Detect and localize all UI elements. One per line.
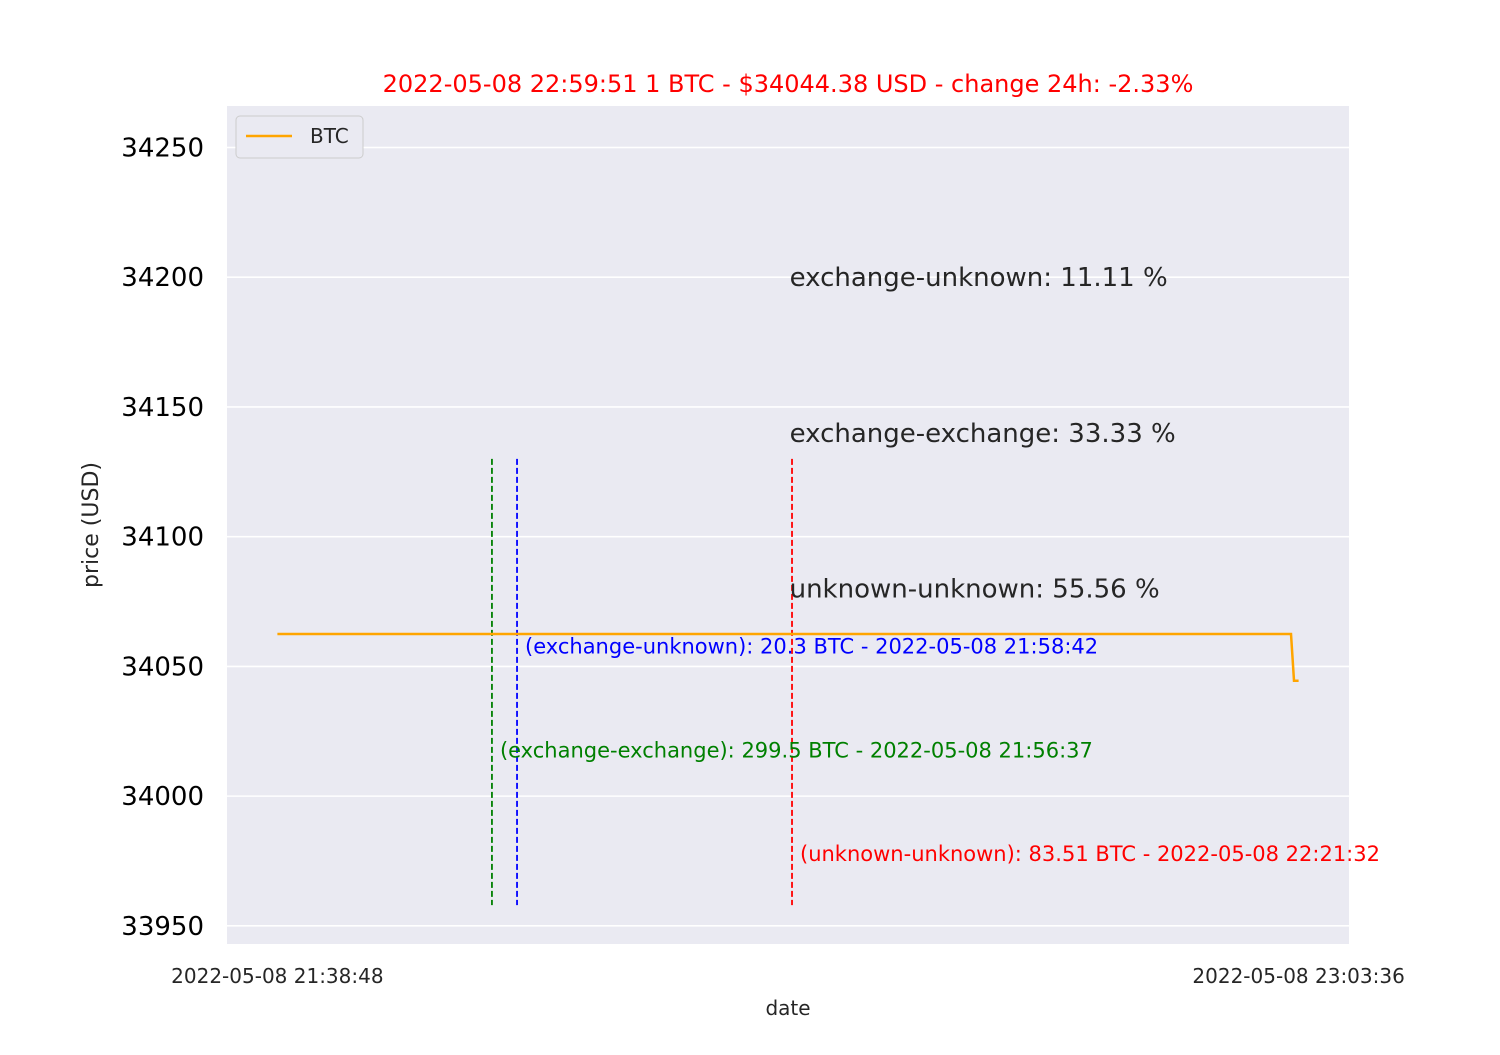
x-tick-label: 2022-05-08 23:03:36 (1192, 964, 1404, 988)
y-tick-label: 34100 (121, 523, 204, 553)
x-axis-label: date (765, 996, 810, 1020)
y-tick-label: 34050 (121, 652, 204, 682)
x-tick-label: 2022-05-08 21:38:48 (171, 964, 383, 988)
transaction-labels: (exchange-exchange): 299.5 BTC - 2022-05… (500, 635, 1380, 867)
chart-title: 2022-05-08 22:59:51 1 BTC - $34044.38 US… (383, 70, 1194, 98)
y-grid (227, 146, 1349, 927)
legend-btc-label: BTC (310, 124, 349, 148)
transaction-label: (exchange-exchange): 299.5 BTC - 2022-05… (500, 738, 1093, 762)
series-lines (277, 632, 1299, 682)
share-annotation: exchange-exchange: 33.33 % (790, 419, 1176, 449)
y-tick-label: 34250 (121, 134, 204, 164)
y-axis-label: price (USD) (79, 462, 104, 588)
transaction-markers (491, 458, 793, 906)
share-annotation: unknown-unknown: 55.56 % (790, 575, 1160, 605)
y-tick-label: 34000 (121, 782, 204, 812)
legend-box (235, 115, 364, 159)
series-line-btc (277, 632, 1299, 682)
x-tick-labels: 2022-05-08 21:38:48 2022-05-08 23:03:36 (171, 964, 1405, 988)
plot-area (227, 106, 1349, 944)
y-tick-label: 34200 (121, 263, 204, 293)
transaction-label: (exchange-unknown): 20.3 BTC - 2022-05-0… (525, 635, 1098, 659)
transaction-label: (unknown-unknown): 83.51 BTC - 2022-05-0… (800, 842, 1380, 866)
category-share-annotations: exchange-unknown: 11.11 % exchange-exchan… (790, 263, 1176, 604)
y-tick-label: 34150 (121, 393, 204, 423)
share-annotation: exchange-unknown: 11.11 % (790, 263, 1168, 293)
y-tick-labels: 33950 34000 34050 34100 34150 34200 34250 (121, 134, 204, 942)
y-tick-label: 33950 (121, 912, 204, 942)
legend[interactable]: BTC (235, 115, 364, 159)
